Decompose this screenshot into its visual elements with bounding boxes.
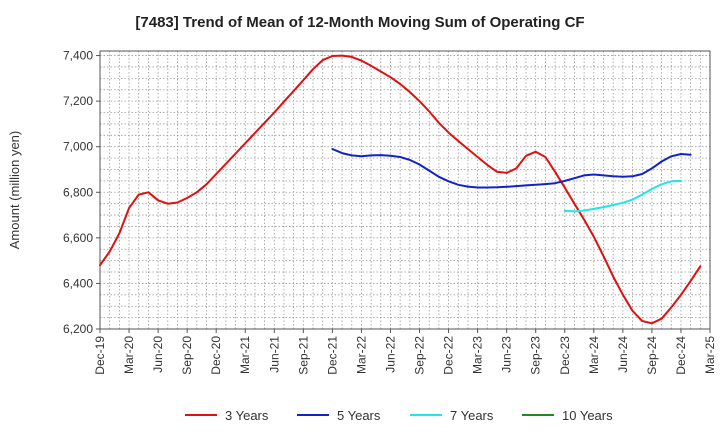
x-tick-label: Sep-20 [180,336,194,375]
x-tick-label: Jun-22 [383,336,397,373]
x-tick-label: Sep-23 [529,336,543,375]
x-tick-label: Mar-22 [354,336,368,374]
legend-label: 3 Years [225,408,269,423]
x-tick-label: Mar-25 [703,336,717,374]
y-tick-label: 7,400 [63,49,93,63]
series-line-7-years [563,179,682,213]
chart-title: [7483] Trend of Mean of 12-Month Moving … [135,14,585,31]
x-tick-label: Sep-24 [645,336,659,375]
x-tick-label: Mar-23 [471,336,485,374]
x-tick-label: Dec-24 [674,336,688,375]
y-tick-label: 6,800 [63,185,93,199]
legend-label: 5 Years [337,408,381,423]
y-tick-label: 6,600 [63,231,93,245]
x-tick-label: Jun-24 [616,336,630,373]
x-tick-label: Jun-20 [151,336,165,373]
series-line-3-years [99,54,702,325]
x-tick-label: Dec-23 [558,336,572,375]
x-tick-label: Dec-21 [325,336,339,375]
y-tick-label: 6,200 [63,322,93,336]
x-tick-label: Mar-24 [587,336,601,374]
series-line-5-years [331,148,692,189]
x-tick-label: Dec-22 [442,336,456,375]
x-tick-label: Mar-21 [238,336,252,374]
y-axis-label: Amount (million yen) [7,131,22,250]
x-tick-label: Dec-19 [93,336,107,375]
x-tick-label: Jun-23 [500,336,514,373]
y-tick-label: 7,200 [63,94,93,108]
x-tick-label: Mar-20 [122,336,136,374]
legend-label: 10 Years [562,408,613,423]
x-tick-label: Jun-21 [267,336,281,373]
x-tick-label: Sep-22 [413,336,427,375]
x-tick-label: Dec-20 [209,336,223,375]
x-tick-label: Sep-21 [296,336,310,375]
y-tick-label: 7,000 [63,140,93,154]
plot-area [100,51,710,329]
plot-frame [99,50,711,330]
y-tick-label: 6,400 [63,276,93,290]
legend-label: 7 Years [450,408,494,423]
